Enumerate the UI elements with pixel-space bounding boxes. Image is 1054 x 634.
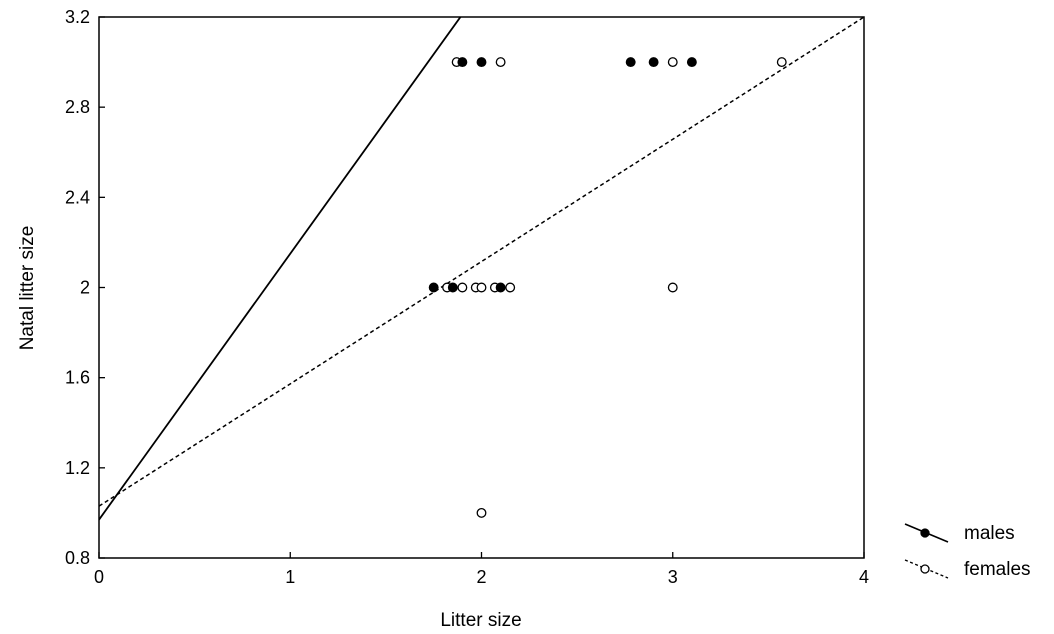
females-point	[505, 282, 516, 293]
y-tick-label: 1.2	[65, 458, 90, 478]
y-tick-label: 2.8	[65, 97, 90, 117]
data-points	[428, 57, 787, 518]
males-point	[648, 57, 659, 68]
females-point	[495, 57, 506, 68]
males-point	[447, 282, 458, 293]
y-tick-label: 1.6	[65, 368, 90, 388]
females-point	[667, 282, 678, 293]
females-point	[667, 57, 678, 68]
fit-lines	[99, 17, 864, 521]
y-tick-label: 2	[80, 278, 90, 298]
y-axis-title: Natal litter size	[17, 226, 38, 351]
males-point	[457, 57, 468, 68]
legend-females-label: females	[964, 559, 1031, 580]
males-point	[428, 282, 439, 293]
x-tick-label: 0	[94, 567, 104, 587]
males-fit-line	[99, 17, 462, 521]
legend-males-label: males	[964, 523, 1015, 544]
x-tick-label: 4	[859, 567, 869, 587]
x-axis-ticks: 0 1 2 3 4	[94, 552, 869, 587]
females-point	[476, 282, 487, 293]
males-point	[476, 57, 487, 68]
females-point	[776, 57, 787, 68]
legend-males-marker	[920, 528, 930, 538]
y-tick-label: 3.2	[65, 7, 90, 27]
legend-females-marker	[920, 564, 930, 574]
x-tick-label: 3	[668, 567, 678, 587]
females-fit-line	[99, 17, 864, 507]
x-axis-title: Litter size	[440, 610, 521, 631]
y-axis-ticks: 0.8 1.2 1.6 2 2.4 2.8 3.2	[65, 7, 105, 568]
y-tick-label: 2.4	[65, 187, 90, 207]
males-point	[625, 57, 636, 68]
x-tick-label: 1	[285, 567, 295, 587]
y-tick-label: 0.8	[65, 548, 90, 568]
males-point	[495, 282, 506, 293]
x-tick-label: 2	[476, 567, 486, 587]
males-point	[686, 57, 697, 68]
females-point	[457, 282, 468, 293]
legend: males females	[904, 523, 1031, 580]
females-point	[476, 507, 487, 518]
